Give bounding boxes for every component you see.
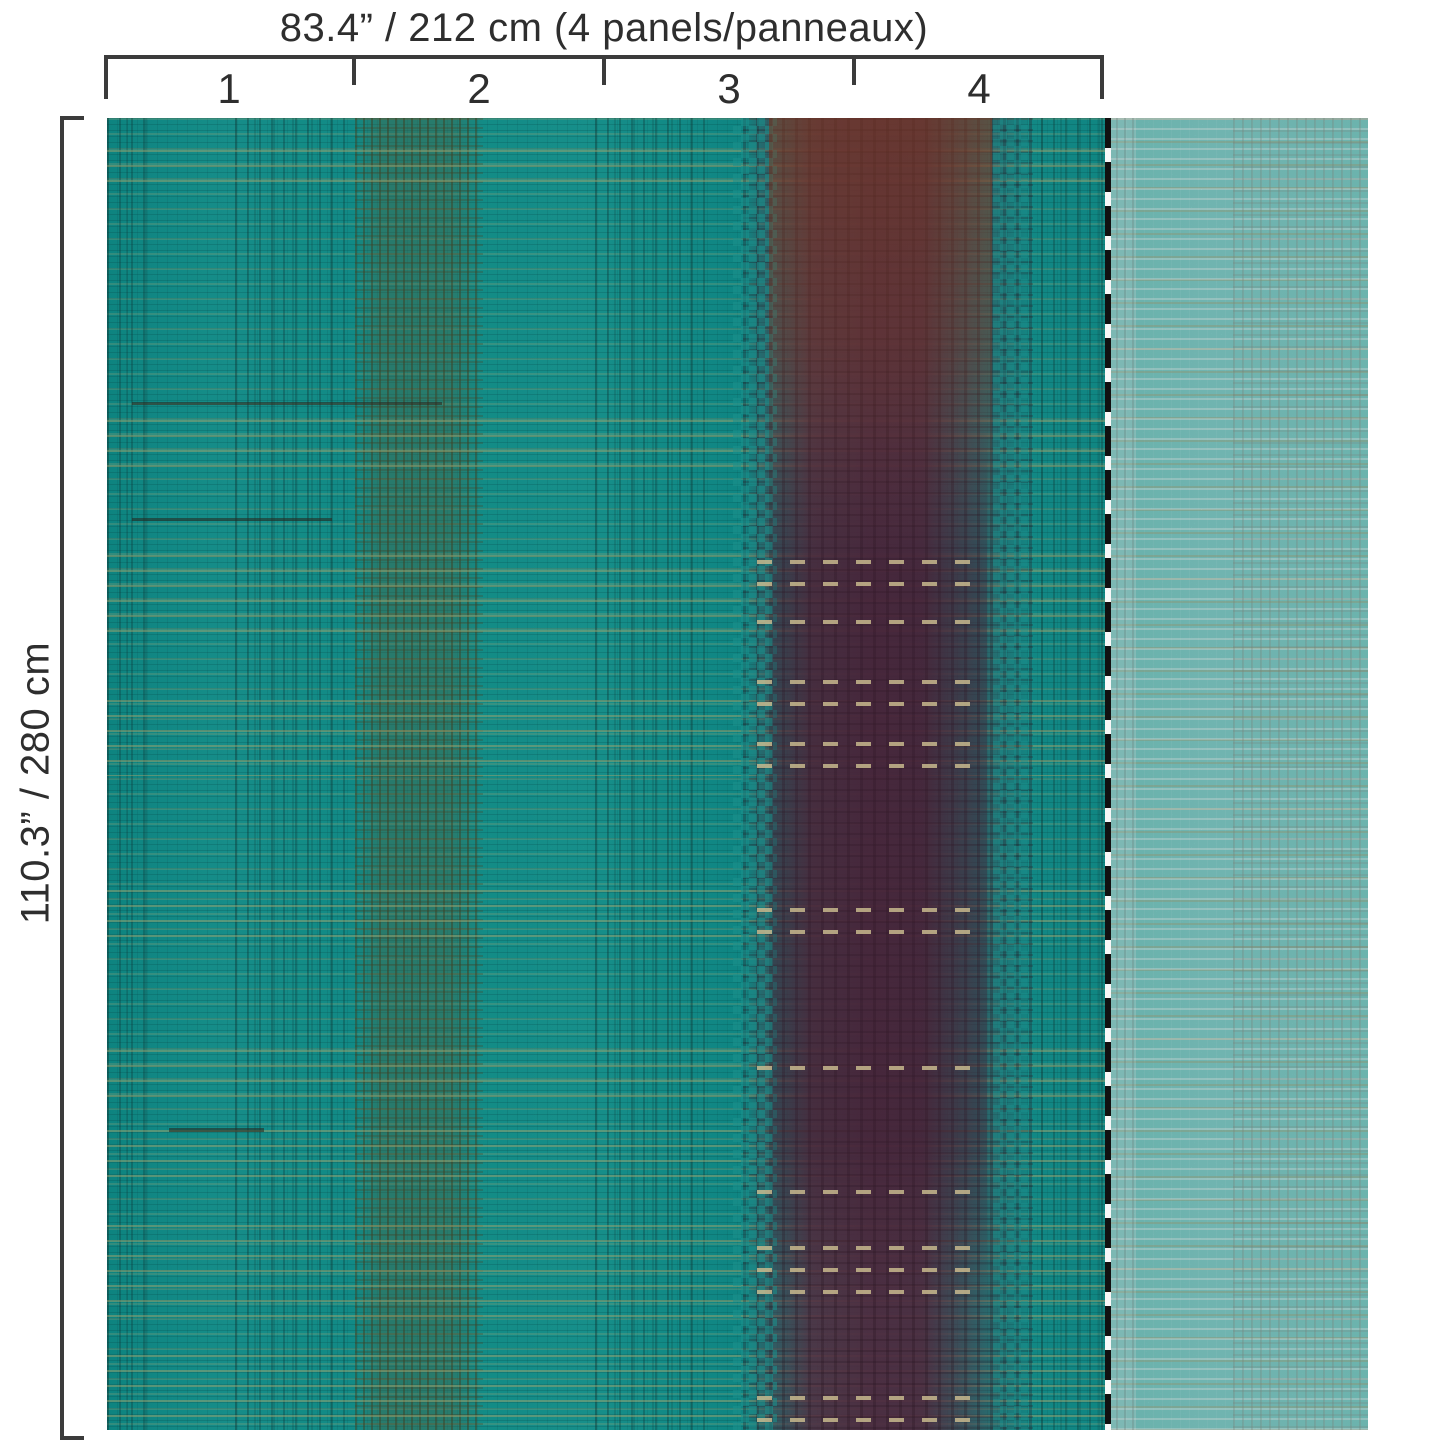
excess-grid-texture: [1233, 118, 1368, 1430]
trim-dashed-line: [1105, 118, 1111, 1430]
gold-dash-row: [757, 560, 972, 564]
gold-dash-row: [757, 582, 972, 586]
width-dimension-label: 83.4” / 212 cm (4 panels/panneaux): [279, 6, 929, 50]
plum-core-overlay: [772, 418, 987, 1298]
gold-dash-row: [757, 1290, 972, 1294]
panel-number-3: 3: [717, 65, 741, 112]
mural-panels-area: [107, 118, 1108, 1430]
panel-number-4: 4: [967, 65, 991, 112]
dark-streak: [132, 402, 442, 405]
purple-stripe-band: [733, 118, 1033, 1430]
dark-streak: [132, 518, 332, 521]
panel-divider-tick: [602, 59, 606, 85]
gold-dash-row: [757, 680, 972, 684]
gold-dash-row: [757, 764, 972, 768]
panel-divider-tick: [852, 59, 856, 85]
gold-dash-row: [757, 1066, 972, 1070]
dark-streak: [169, 1128, 264, 1132]
gold-dash-row: [757, 742, 972, 746]
panel-divider-tick: [352, 59, 356, 85]
width-bracket: 1 2 3 4: [104, 55, 1104, 112]
gold-dash-row: [757, 1246, 972, 1250]
gold-dash-row: [757, 1268, 972, 1272]
excess-material-area: [1108, 118, 1368, 1430]
transition-checker: [993, 118, 1029, 1430]
height-bracket: [60, 116, 84, 1440]
height-dimension-label: 110.3” / 280 cm: [13, 641, 58, 925]
gold-dash-row: [757, 930, 972, 934]
panel-number-2: 2: [467, 65, 491, 112]
panel-number-1: 1: [217, 65, 241, 112]
gold-dash-row: [757, 620, 972, 624]
gold-dash-row: [757, 1190, 972, 1194]
gold-dash-row: [757, 1418, 972, 1422]
wallpaper-mural-preview: [107, 118, 1368, 1430]
excess-edge-texture: [1108, 118, 1136, 1430]
gold-dash-row: [757, 702, 972, 706]
gold-dash-row: [757, 1396, 972, 1400]
gold-dash-row: [757, 908, 972, 912]
